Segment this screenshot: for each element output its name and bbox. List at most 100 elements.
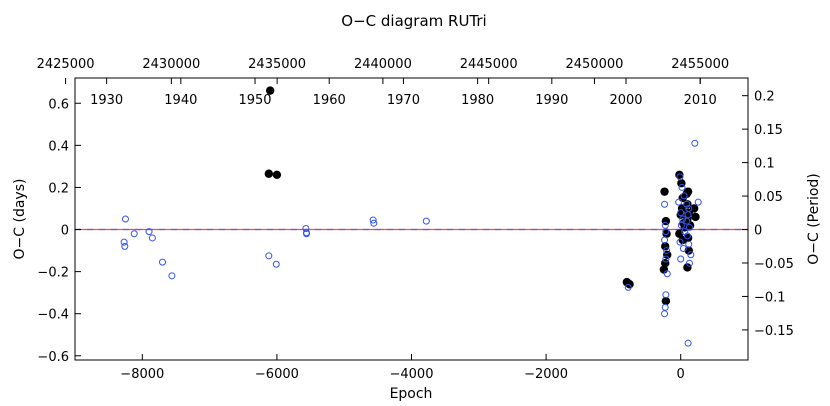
data-point-open-48 bbox=[691, 139, 699, 147]
chart-title: O−C diagram RUTri bbox=[341, 12, 486, 30]
year-tick-label: 1980 bbox=[461, 93, 494, 108]
x-tick-label: −2000 bbox=[524, 367, 568, 382]
data-point-open-0 bbox=[121, 215, 129, 223]
right-tick-label: 0.15 bbox=[754, 123, 783, 138]
data-point-open-17 bbox=[661, 200, 669, 208]
data-point-filled-5 bbox=[660, 187, 669, 196]
y-tick-label: −0.2 bbox=[37, 266, 69, 281]
data-point-filled-30 bbox=[683, 263, 692, 272]
y-tick-label: 0.4 bbox=[48, 139, 69, 154]
year-tick-label: 1960 bbox=[313, 93, 346, 108]
data-point-open-6 bbox=[158, 258, 166, 266]
data-point-open-5 bbox=[148, 234, 156, 242]
right-y-axis-label: O−C (Period) bbox=[806, 173, 822, 265]
data-point-open-3 bbox=[130, 230, 138, 238]
data-point-open-40 bbox=[684, 211, 692, 219]
data-point-open-30 bbox=[675, 198, 683, 206]
right-tick-label: 0.2 bbox=[754, 90, 775, 105]
y-tick-label: −0.6 bbox=[37, 350, 69, 365]
year-tick-label: 1970 bbox=[387, 93, 420, 108]
data-point-filled-1 bbox=[264, 169, 274, 178]
data-point-open-7 bbox=[168, 272, 176, 280]
top-tick-label: 2440000 bbox=[354, 57, 412, 72]
data-point-open-44 bbox=[685, 240, 693, 248]
y-tick-label: 0.2 bbox=[48, 181, 69, 196]
data-point-open-31 bbox=[677, 209, 685, 217]
data-point-open-10 bbox=[302, 224, 310, 232]
year-tick-label: 1940 bbox=[164, 93, 197, 108]
x-axis-label: Epoch bbox=[390, 386, 433, 402]
right-tick-label: −0.05 bbox=[754, 257, 794, 272]
data-point-open-49 bbox=[694, 198, 702, 206]
data-point-open-35 bbox=[676, 238, 684, 246]
top-tick-label: 2445000 bbox=[460, 57, 518, 72]
year-tick-label: 1930 bbox=[90, 93, 123, 108]
data-point-open-24 bbox=[662, 291, 670, 299]
x-tick-label: −6000 bbox=[255, 367, 299, 382]
data-point-open-28 bbox=[678, 183, 686, 191]
data-point-open-33 bbox=[677, 221, 685, 229]
bottom-x-axis: −8000 −6000 −4000 −2000 0 bbox=[120, 354, 685, 382]
right-tick-label: 0.1 bbox=[754, 157, 775, 172]
data-point-filled-17 bbox=[676, 210, 685, 219]
data-point-open-36 bbox=[679, 244, 687, 252]
data-point-open-25 bbox=[661, 303, 669, 311]
data-point-open-47 bbox=[684, 339, 692, 347]
year-tick-label: 1990 bbox=[535, 93, 568, 108]
data-point-open-12 bbox=[303, 230, 311, 238]
data-point-filled-32 bbox=[691, 212, 700, 222]
data-point-open-14 bbox=[370, 219, 378, 227]
year-tick-label: 2010 bbox=[684, 93, 717, 108]
right-tick-label: 0 bbox=[754, 224, 762, 239]
x-tick-label: 0 bbox=[677, 367, 685, 382]
y-axis-label: O−C (days) bbox=[12, 179, 28, 260]
data-point-open-37 bbox=[677, 255, 685, 263]
data-point-filled-12 bbox=[661, 296, 671, 306]
y-tick-label: 0 bbox=[61, 224, 69, 239]
data-point-open-27 bbox=[676, 173, 684, 181]
data-point-open-1 bbox=[120, 238, 128, 246]
data-point-open-15 bbox=[422, 217, 430, 225]
top-jd-axis: 2425000 2430000 2435000 2440000 2445000 24500… bbox=[37, 57, 729, 84]
data-points bbox=[120, 86, 702, 347]
x-tick-label: −4000 bbox=[390, 367, 434, 382]
data-point-open-9 bbox=[272, 260, 280, 268]
data-point-open-4 bbox=[145, 228, 153, 236]
year-axis: 1930 1940 1950 1960 1970 1980 1990 2000 2010 bbox=[90, 78, 717, 108]
data-point-open-38 bbox=[683, 200, 691, 208]
data-point-filled-31 bbox=[689, 204, 699, 213]
year-tick-label: 2000 bbox=[609, 93, 642, 108]
data-point-open-29 bbox=[680, 192, 688, 200]
y-tick-label: −0.4 bbox=[37, 308, 69, 323]
top-tick-label: 2435000 bbox=[248, 57, 306, 72]
data-point-filled-8 bbox=[661, 242, 670, 251]
left-y-axis: −0.6 −0.4 −0.2 0 0.2 0.4 0.6 bbox=[37, 97, 81, 365]
year-tick-label: 1950 bbox=[238, 93, 271, 108]
top-tick-label: 2450000 bbox=[565, 57, 623, 72]
data-point-open-21 bbox=[663, 247, 671, 255]
data-point-open-2 bbox=[121, 242, 129, 250]
y-tick-label: 0.6 bbox=[48, 97, 69, 112]
data-point-open-41 bbox=[683, 217, 691, 225]
data-point-open-22 bbox=[662, 255, 670, 263]
x-tick-label: −8000 bbox=[120, 367, 164, 382]
data-point-open-23 bbox=[663, 270, 671, 278]
data-point-open-45 bbox=[687, 251, 695, 259]
data-point-open-26 bbox=[661, 310, 669, 318]
data-point-open-42 bbox=[685, 223, 693, 231]
data-point-open-46 bbox=[685, 259, 693, 267]
data-point-open-43 bbox=[683, 232, 691, 240]
data-point-open-13 bbox=[369, 216, 377, 224]
data-point-open-20 bbox=[661, 236, 669, 244]
data-point-filled-0 bbox=[265, 86, 275, 95]
data-point-filled-11 bbox=[659, 265, 669, 274]
plot-frame bbox=[74, 77, 749, 361]
data-point-open-16 bbox=[624, 283, 632, 291]
data-point-open-19 bbox=[662, 228, 670, 236]
right-y-axis: −0.15 −0.1 −0.05 0 0.05 0.1 0.15 0.2 bbox=[742, 90, 794, 339]
data-point-open-32 bbox=[679, 215, 687, 223]
top-tick-label: 2425000 bbox=[37, 57, 95, 72]
data-point-open-8 bbox=[265, 252, 273, 260]
right-tick-label: −0.15 bbox=[754, 324, 794, 339]
